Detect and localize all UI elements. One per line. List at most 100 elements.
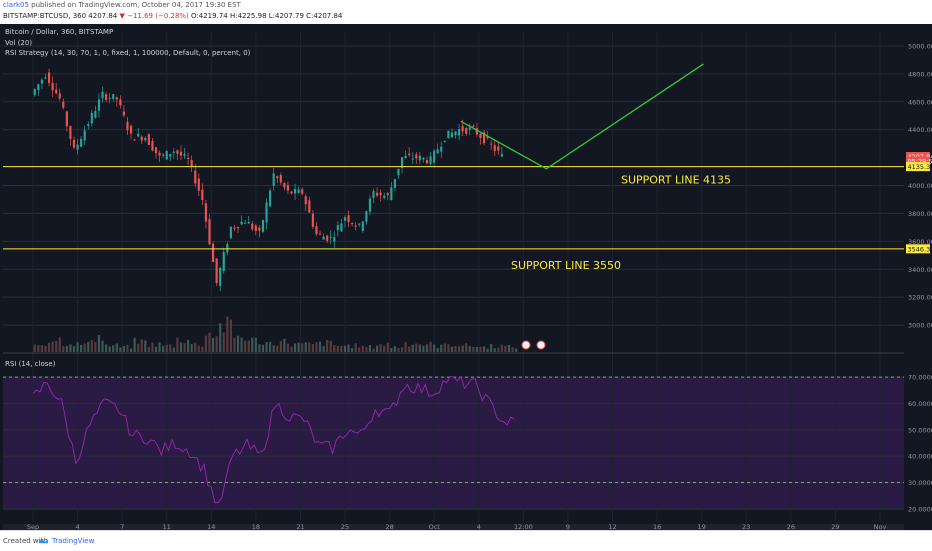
time-tick-label: 11 bbox=[163, 523, 171, 530]
volume-bar bbox=[340, 346, 342, 352]
time-tick-label: 4 bbox=[76, 523, 80, 530]
volume-bar bbox=[226, 317, 228, 352]
author-link[interactable]: clark05 bbox=[3, 1, 29, 9]
candle-body bbox=[454, 132, 456, 136]
volume-bar bbox=[301, 343, 303, 352]
price-tag-text: 3546.33 bbox=[908, 245, 932, 253]
time-tick-label: 16 bbox=[653, 523, 661, 530]
rsi-tick-label: 30.0000 bbox=[908, 479, 932, 487]
volume-bar bbox=[180, 342, 182, 352]
volume-bar bbox=[176, 337, 178, 352]
candle-body bbox=[429, 156, 431, 163]
candle-body bbox=[59, 93, 61, 98]
volume-bar bbox=[483, 346, 485, 352]
volume-bar bbox=[77, 342, 79, 352]
volume-bar bbox=[447, 344, 449, 352]
volume-bar bbox=[337, 346, 339, 352]
volume-bar bbox=[191, 344, 193, 352]
time-tick-label: 21 bbox=[296, 523, 304, 530]
candle-body bbox=[116, 97, 118, 99]
candle-body bbox=[419, 156, 421, 161]
volume-bar bbox=[426, 344, 428, 352]
legend-volume: Vol (20) bbox=[5, 39, 32, 47]
candle-body bbox=[244, 223, 246, 224]
volume-bar bbox=[330, 341, 332, 352]
volume-bar bbox=[494, 348, 496, 352]
volume-bar bbox=[408, 347, 410, 352]
publish-line: clark05 published on TradingView.com, Oc… bbox=[3, 1, 241, 9]
price-tag-text: 4135.34 bbox=[908, 163, 932, 171]
volume-bar bbox=[372, 349, 374, 352]
price-tick-label: 3800.00 bbox=[908, 210, 932, 218]
volume-bar bbox=[280, 341, 282, 352]
candle-body bbox=[290, 192, 292, 194]
volume-bar bbox=[472, 347, 474, 352]
candle-body bbox=[48, 72, 50, 83]
volume-bar bbox=[73, 346, 75, 352]
volume-bar bbox=[241, 338, 243, 352]
candle-body bbox=[287, 185, 289, 190]
volume-bar bbox=[287, 344, 289, 352]
candle-body bbox=[183, 154, 185, 156]
price-tick-label: 4600.00 bbox=[908, 98, 932, 106]
rsi-tick-label: 70.0000 bbox=[908, 374, 932, 382]
time-tick-label: 28 bbox=[385, 523, 393, 530]
volume-bar bbox=[230, 320, 232, 352]
time-tick-label: 7 bbox=[120, 523, 124, 530]
candle-body bbox=[447, 131, 449, 139]
dividend-marker-icon[interactable] bbox=[522, 341, 530, 349]
candle-body bbox=[198, 179, 200, 191]
candle-body bbox=[205, 203, 207, 221]
candle-body bbox=[241, 222, 243, 225]
volume-bar bbox=[462, 346, 464, 352]
candle-body bbox=[105, 94, 107, 99]
candle-body bbox=[312, 214, 314, 227]
candle-body bbox=[66, 112, 68, 127]
volume-bar bbox=[141, 339, 143, 352]
volume-bar bbox=[262, 345, 264, 352]
candle-body bbox=[269, 191, 271, 207]
volume-bar bbox=[91, 340, 93, 352]
volume-bar bbox=[387, 343, 389, 352]
candle-body bbox=[397, 169, 399, 175]
candle-body bbox=[44, 77, 46, 78]
candle-body bbox=[355, 226, 357, 227]
candle-body bbox=[462, 126, 464, 131]
volume-bar bbox=[134, 338, 136, 352]
volume-bar bbox=[87, 342, 89, 352]
volume-bar bbox=[62, 346, 64, 352]
volume-bar bbox=[365, 347, 367, 352]
candle-body bbox=[144, 138, 146, 140]
volume-bar bbox=[344, 346, 346, 352]
candle-body bbox=[433, 151, 435, 163]
volume-bar bbox=[358, 348, 360, 352]
tradingview-brand-link[interactable]: TradingView bbox=[52, 537, 94, 545]
chart-canvas[interactable]: 5000.004800.004600.004400.004000.003800.… bbox=[0, 24, 932, 530]
volume-bar bbox=[173, 348, 175, 352]
volume-bar bbox=[116, 343, 118, 352]
volume-bar bbox=[394, 346, 396, 352]
volume-bar bbox=[101, 341, 103, 352]
candle-body bbox=[180, 152, 182, 156]
candle-body bbox=[412, 159, 414, 160]
candle-body bbox=[344, 217, 346, 220]
candle-body bbox=[490, 144, 492, 145]
volume-bar bbox=[273, 345, 275, 352]
volume-bar bbox=[305, 342, 307, 352]
volume-bar bbox=[41, 345, 43, 352]
volume-bar bbox=[265, 342, 267, 352]
candle-body bbox=[98, 100, 100, 111]
volume-bar bbox=[512, 347, 514, 352]
candle-body bbox=[237, 227, 239, 228]
dividend-marker-icon[interactable] bbox=[537, 341, 545, 349]
candle-body bbox=[415, 155, 417, 159]
volume-bar bbox=[119, 347, 121, 352]
candle-body bbox=[372, 191, 374, 198]
volume-bar bbox=[237, 336, 239, 352]
candle-body bbox=[365, 211, 367, 222]
symbol-name: BITSTAMP:BTCUSD, 360 bbox=[3, 12, 86, 20]
price-tick-label: 3200.00 bbox=[908, 294, 932, 302]
support-label-3550: SUPPORT LINE 3550 bbox=[511, 259, 621, 272]
candle-body bbox=[84, 130, 86, 140]
